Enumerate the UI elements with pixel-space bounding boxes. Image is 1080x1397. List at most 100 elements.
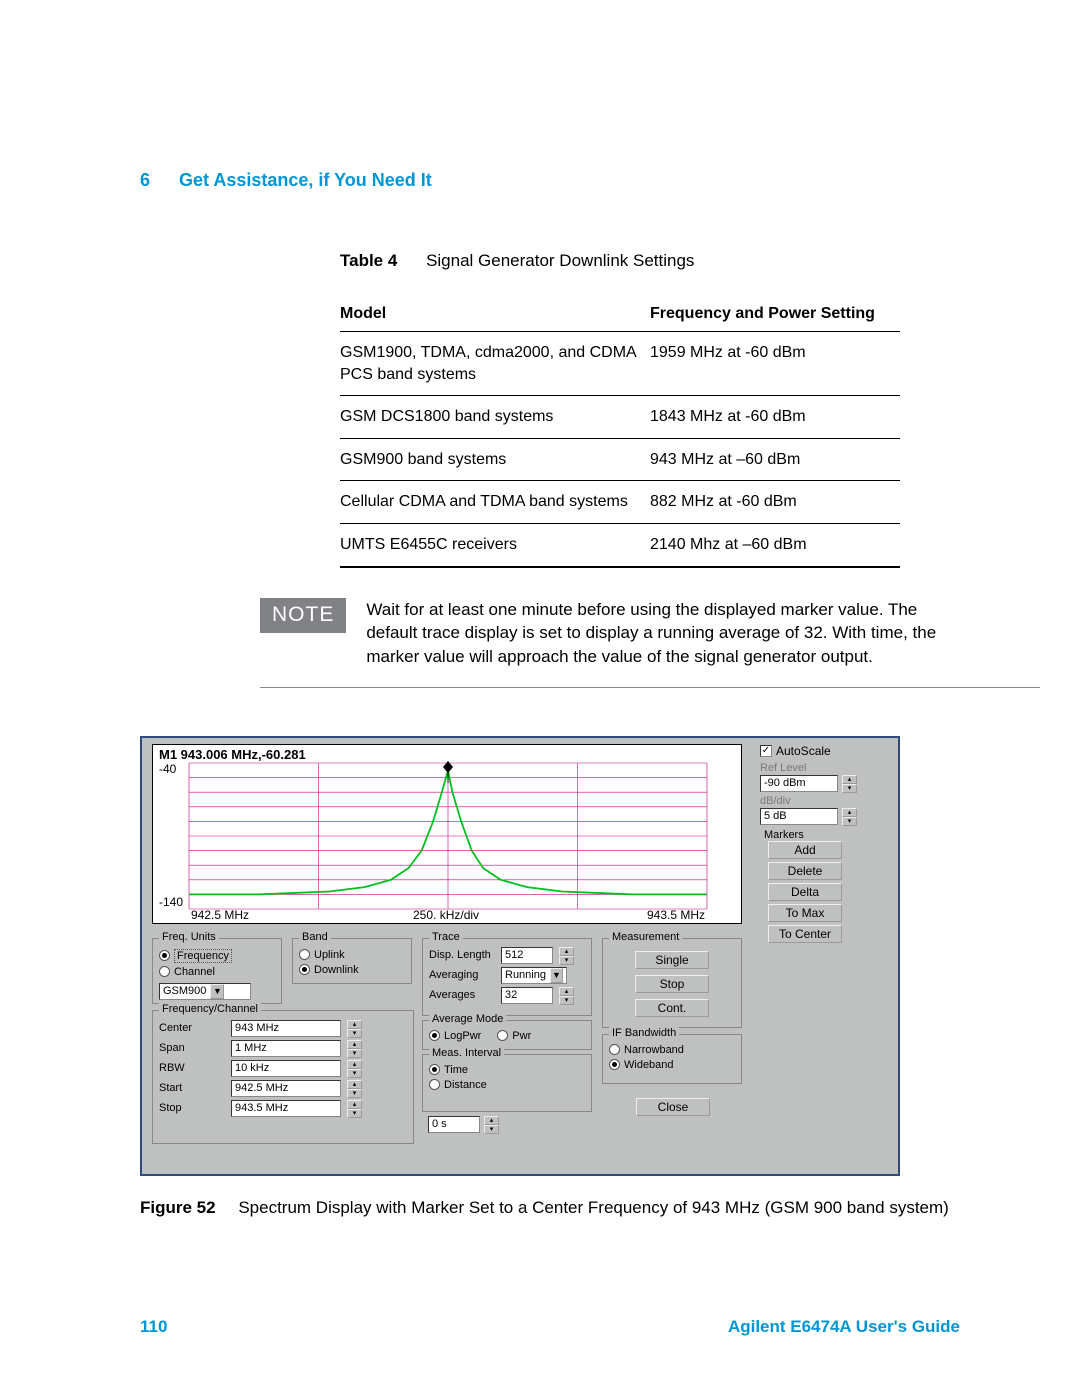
x-right-label: 943.5 MHz	[647, 908, 705, 922]
note-separator	[260, 687, 1040, 688]
graph-svg	[153, 745, 743, 925]
freq-units-legend: Freq. Units	[159, 931, 219, 943]
col-model: Model	[340, 299, 650, 332]
check-icon: ✓	[760, 745, 772, 757]
span-input[interactable]: 1 MHz	[231, 1040, 341, 1057]
to-max-button[interactable]: To Max	[768, 904, 842, 922]
avg-mode-group: Average Mode LogPwr Pwr	[422, 1020, 592, 1050]
db-div-spin[interactable]: ▴▾	[842, 808, 857, 825]
add-button[interactable]: Add	[768, 841, 842, 859]
if-bw-group: IF Bandwidth Narrowband Wideband	[602, 1034, 742, 1084]
start-spin[interactable]: ▴▾	[347, 1080, 362, 1097]
radio-frequency[interactable]: Frequency	[159, 949, 275, 963]
table-row: GSM900 band systems943 MHz at –60 dBm	[340, 438, 900, 481]
ref-level-spin[interactable]: ▴▾	[842, 775, 857, 792]
freq-row: RBW10 kHz▴▾	[159, 1060, 407, 1077]
freq-row: Stop943.5 MHz▴▾	[159, 1100, 407, 1117]
measurement-legend: Measurement	[609, 931, 682, 943]
note-label: Note	[260, 598, 346, 633]
radio-narrowband[interactable]: Narrowband	[609, 1044, 735, 1056]
disp-length-input[interactable]: 512	[501, 947, 553, 964]
table-title: Signal Generator Downlink Settings	[426, 251, 694, 270]
meas-legend: Meas. Interval	[429, 1047, 504, 1059]
note-block: Note Wait for at least one minute before…	[140, 598, 970, 669]
radio-channel[interactable]: Channel	[159, 966, 275, 978]
freq-units-group: Freq. Units Frequency Channel GSM900▼	[152, 938, 282, 1004]
x-mid-label: 250. kHz/div	[413, 908, 479, 922]
delete-button[interactable]: Delete	[768, 862, 842, 880]
freq-units-dropdown[interactable]: GSM900▼	[159, 983, 251, 1000]
radio-pwr[interactable]: Pwr	[497, 1030, 531, 1042]
if-bw-legend: IF Bandwidth	[609, 1027, 679, 1039]
center-input[interactable]: 943 MHz	[231, 1020, 341, 1037]
table-row: GSM DCS1800 band systems1843 MHz at -60 …	[340, 396, 900, 439]
averages-input[interactable]: 32	[501, 987, 553, 1004]
close-button[interactable]: Close	[636, 1098, 710, 1116]
page-number: 110	[140, 1317, 167, 1337]
table-row: GSM1900, TDMA, cdma2000, and CDMA PCS ba…	[340, 332, 900, 396]
averages-spin[interactable]: ▴▾	[559, 987, 574, 1004]
trace-legend: Trace	[429, 931, 463, 943]
figure-caption: Figure 52 Spectrum Display with Marker S…	[140, 1198, 970, 1218]
markers-legend: Markers	[764, 829, 886, 841]
stop-input[interactable]: 943.5 MHz	[231, 1100, 341, 1117]
center-spin[interactable]: ▴▾	[347, 1020, 362, 1037]
stop-spin[interactable]: ▴▾	[347, 1100, 362, 1117]
band-group: Band Uplink Downlink	[292, 938, 412, 984]
radio-logpwr[interactable]: LogPwr	[429, 1030, 481, 1042]
measurement-group: Measurement Single Stop Cont.	[602, 938, 742, 1028]
note-text: Wait for at least one minute before usin…	[366, 598, 970, 669]
chapter-number: 6	[140, 170, 150, 190]
col-freq: Frequency and Power Setting	[650, 299, 900, 332]
start-input[interactable]: 942.5 MHz	[231, 1080, 341, 1097]
spectrum-graph: M1 943.006 MHz,-60.281 -40 -140 942.5 MH…	[152, 744, 742, 924]
chapter-title: Get Assistance, if You Need It	[179, 170, 432, 190]
freq-row: Center943 MHz▴▾	[159, 1020, 407, 1037]
rbw-input[interactable]: 10 kHz	[231, 1060, 341, 1077]
db-div-label: dB/div	[760, 795, 890, 807]
span-spin[interactable]: ▴▾	[347, 1040, 362, 1057]
to-center-button[interactable]: To Center	[768, 925, 842, 943]
table-label: Table 4	[340, 251, 397, 270]
freq-row: Start942.5 MHz▴▾	[159, 1080, 407, 1097]
radio-uplink[interactable]: Uplink	[299, 949, 405, 961]
radio-time[interactable]: Time	[429, 1064, 585, 1076]
autoscale-label: AutoScale	[776, 744, 831, 758]
meas-interval-spin[interactable]: ▴▾	[484, 1116, 499, 1133]
band-legend: Band	[299, 931, 331, 943]
trace-group: Trace Disp. Length 512 ▴▾ Averaging Runn…	[422, 938, 592, 1016]
radio-wideband[interactable]: Wideband	[609, 1059, 735, 1071]
figure-text: Spectrum Display with Marker Set to a Ce…	[238, 1198, 949, 1217]
table-row: Cellular CDMA and TDMA band systems882 M…	[340, 481, 900, 524]
autoscale-check[interactable]: ✓ AutoScale	[760, 744, 890, 758]
markers-group: Markers Add Delete Delta To Max To Center	[760, 829, 890, 946]
radio-downlink[interactable]: Downlink	[299, 964, 405, 976]
settings-table: Model Frequency and Power Setting GSM190…	[340, 299, 900, 568]
radio-distance[interactable]: Distance	[429, 1079, 585, 1091]
x-left-label: 942.5 MHz	[191, 908, 249, 922]
page-footer: 110 Agilent E6474A User's Guide	[140, 1317, 960, 1337]
averaging-dropdown[interactable]: Running▼	[501, 967, 567, 984]
ref-level-input[interactable]: -90 dBm	[760, 775, 838, 792]
y-min-label: -140	[159, 895, 183, 909]
cont-button[interactable]: Cont.	[635, 999, 709, 1017]
spectrum-figure: M1 943.006 MHz,-60.281 -40 -140 942.5 MH…	[140, 736, 970, 1218]
disp-length-spin[interactable]: ▴▾	[559, 947, 574, 964]
ref-level-label: Ref Level	[760, 762, 890, 774]
single-button[interactable]: Single	[635, 951, 709, 969]
spectrum-panel: M1 943.006 MHz,-60.281 -40 -140 942.5 MH…	[140, 736, 900, 1176]
stop-button[interactable]: Stop	[635, 975, 709, 993]
table-row: UMTS E6455C receivers2140 Mhz at –60 dBm	[340, 523, 900, 566]
delta-button[interactable]: Delta	[768, 883, 842, 901]
side-controls: ✓ AutoScale Ref Level -90 dBm ▴▾ dB/div …	[760, 744, 890, 976]
content-block: Table 4 Signal Generator Downlink Settin…	[340, 251, 970, 568]
meas-interval-input[interactable]: 0 s	[428, 1116, 480, 1133]
rbw-spin[interactable]: ▴▾	[347, 1060, 362, 1077]
db-div-input[interactable]: 5 dB	[760, 808, 838, 825]
freq-row: Span1 MHz▴▾	[159, 1040, 407, 1057]
chapter-heading: 6 Get Assistance, if You Need It	[140, 170, 970, 191]
freq-channel-group: Frequency/Channel Center943 MHz▴▾Span1 M…	[152, 1010, 414, 1144]
table-caption: Table 4 Signal Generator Downlink Settin…	[340, 251, 970, 271]
avg-mode-legend: Average Mode	[429, 1013, 506, 1025]
freq-channel-legend: Frequency/Channel	[159, 1003, 261, 1015]
